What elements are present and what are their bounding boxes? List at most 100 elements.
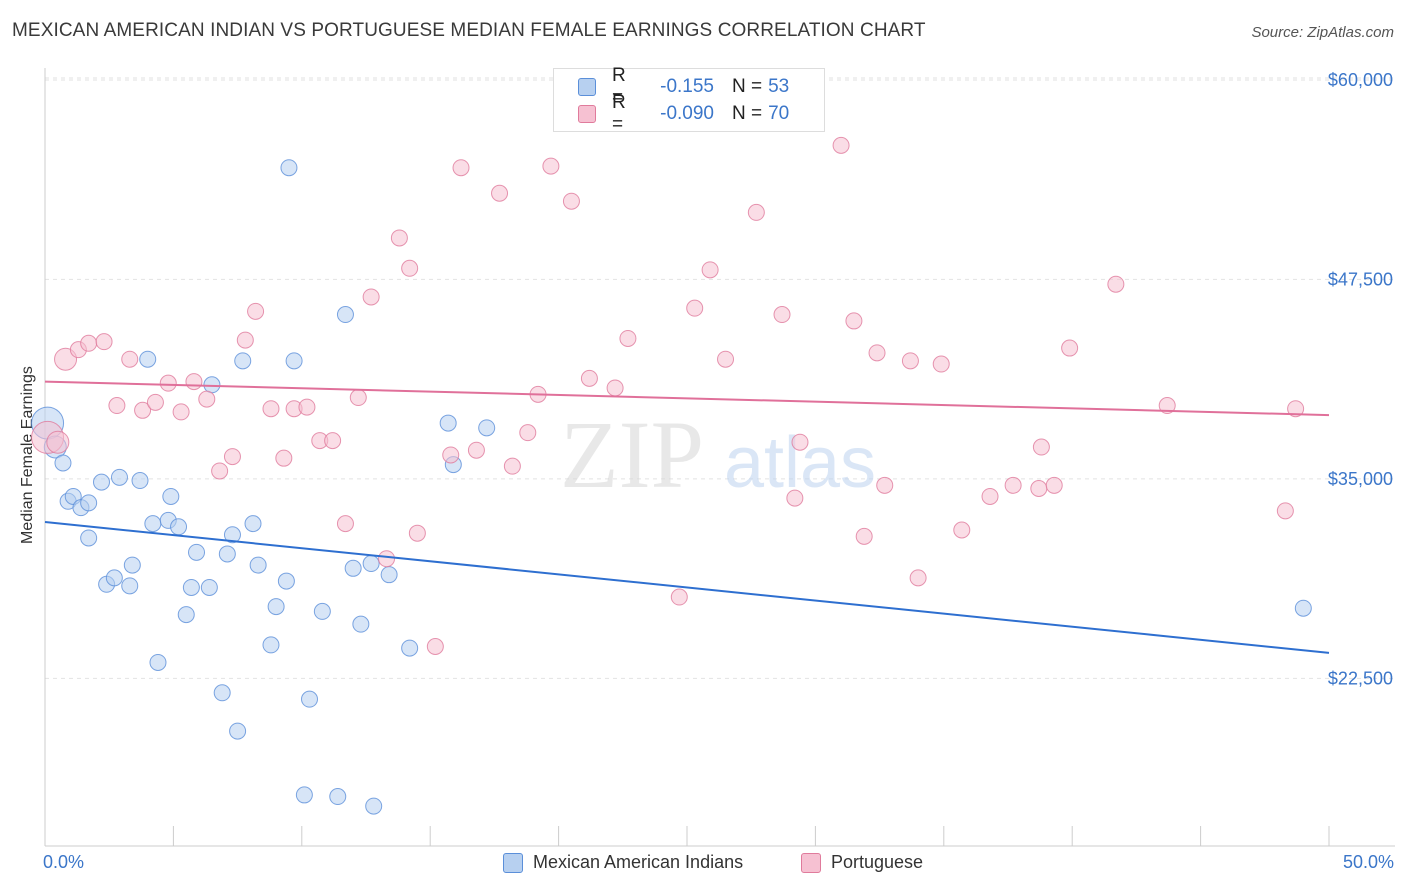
blue-data-point xyxy=(110,468,128,486)
pink-data-point xyxy=(262,400,280,418)
pink-data-point xyxy=(185,373,203,391)
y-tick-label: $60,000 xyxy=(1328,70,1393,90)
blue-data-point xyxy=(285,352,303,370)
blue-data-point xyxy=(203,376,221,394)
pink-data-point xyxy=(401,259,419,277)
blue-data-point xyxy=(439,414,457,432)
series-legend-pink[interactable]: Portuguese xyxy=(801,852,923,873)
stats-legend-row-pink: R = -0.090 N = 70 xyxy=(578,92,789,135)
y-tick-label: $35,000 xyxy=(1328,469,1393,489)
legend-n-label: N = xyxy=(732,76,763,97)
blue-data-point xyxy=(229,722,247,740)
blue-data-point xyxy=(131,472,149,490)
blue-data-point xyxy=(313,602,331,620)
y-tick-label: $22,500 xyxy=(1328,668,1393,688)
blue-data-point xyxy=(362,555,380,573)
pink-data-point xyxy=(562,192,580,210)
stats-legend-row-blue: R = -0.155 N = 53 xyxy=(578,65,789,108)
pink-data-point xyxy=(580,369,598,387)
blue-data-point xyxy=(213,684,231,702)
pink-data-point xyxy=(108,397,126,415)
pink-data-point xyxy=(275,449,293,467)
pink-data-point xyxy=(1107,275,1125,293)
pink-data-point xyxy=(324,432,342,450)
pink-data-point xyxy=(519,424,537,442)
pink-data-point xyxy=(426,638,444,656)
pink-data-point xyxy=(247,302,265,320)
series-label-blue: Mexican American Indians xyxy=(533,852,744,872)
stats-legend: R = -0.155 N = 53 R = -0.090 N = 70 xyxy=(553,65,825,135)
pink-data-point xyxy=(408,524,426,542)
pink-data-point xyxy=(670,588,688,606)
points-layer xyxy=(31,136,1312,815)
blue-data-point xyxy=(336,306,354,324)
pink-data-point xyxy=(390,229,408,247)
blue-data-point xyxy=(478,419,496,437)
pink-data-point xyxy=(773,306,791,324)
legend-r-label: R = xyxy=(612,65,626,108)
pink-data-point xyxy=(1158,397,1176,415)
pink-data-point xyxy=(701,261,719,279)
x-tick-max: 50.0% xyxy=(1342,852,1394,872)
grid-layer xyxy=(45,77,1395,679)
pink-data-point xyxy=(349,389,367,407)
pink-data-point xyxy=(298,398,316,416)
pink-data-point xyxy=(442,446,460,464)
pink-data-point xyxy=(121,350,139,368)
blue-data-point xyxy=(162,487,180,505)
blue-data-point xyxy=(344,559,362,577)
series-legend-blue[interactable]: Mexican American Indians xyxy=(503,852,743,873)
blue-data-point xyxy=(244,515,262,533)
legend-r-value: -0.155 xyxy=(660,76,714,97)
blue-data-point xyxy=(223,526,241,544)
y-tick-labels: $22,500 $35,000 $47,500 $60,000 xyxy=(1328,70,1393,688)
pink-data-point xyxy=(236,331,254,349)
blue-data-point xyxy=(280,159,298,177)
blue-data-point xyxy=(188,543,206,561)
pink-data-point xyxy=(747,203,765,221)
blue-data-point xyxy=(144,515,162,533)
pink-data-point xyxy=(619,329,637,347)
pink-data-point xyxy=(80,334,98,352)
pink-data-point xyxy=(211,462,229,480)
blue-data-point xyxy=(218,545,236,563)
pink-data-point xyxy=(159,374,177,392)
pink-data-point xyxy=(134,401,152,419)
blue-trend-line xyxy=(44,521,1330,654)
blue-data-point xyxy=(54,454,72,472)
pink-data-point xyxy=(336,515,354,533)
blue-data-point xyxy=(267,598,285,616)
pink-data-point xyxy=(686,299,704,317)
series-swatch-blue xyxy=(503,852,523,873)
pink-data-point xyxy=(542,157,560,175)
blue-data-point xyxy=(170,518,188,536)
blue-data-point xyxy=(200,578,218,596)
pink-data-point xyxy=(1287,400,1305,418)
blue-data-point xyxy=(262,636,280,654)
blue-data-point xyxy=(80,494,98,512)
pink-data-point xyxy=(172,403,190,421)
blue-data-point xyxy=(301,690,319,708)
x-tick-min: 0.0% xyxy=(43,852,85,872)
blue-data-point xyxy=(329,788,347,806)
pink-data-point xyxy=(491,184,509,202)
pink-data-point xyxy=(146,393,164,411)
pink-data-point xyxy=(932,355,950,373)
pink-data-point xyxy=(876,476,894,494)
pink-data-point xyxy=(845,312,863,330)
pink-data-point xyxy=(717,350,735,368)
pink-data-point xyxy=(1276,502,1294,520)
pink-data-point xyxy=(1030,480,1048,498)
blue-data-point xyxy=(295,786,313,804)
blue-data-point xyxy=(182,578,200,596)
pink-data-point xyxy=(901,352,919,370)
blue-data-point xyxy=(352,615,370,633)
axis-layer xyxy=(44,68,1395,847)
pink-data-point xyxy=(855,527,873,545)
chart-title: MEXICAN AMERICAN INDIAN VS PORTUGUESE ME… xyxy=(12,20,926,41)
pink-data-point xyxy=(95,333,113,351)
pink-data-point xyxy=(198,390,216,408)
pink-data-point xyxy=(452,159,470,177)
blue-data-point xyxy=(123,556,141,574)
